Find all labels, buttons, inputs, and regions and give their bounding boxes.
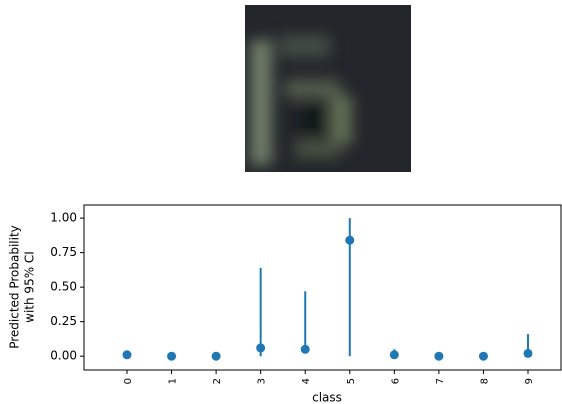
point bbox=[523, 348, 533, 358]
x-tick-label: 2 bbox=[212, 378, 223, 384]
input-image bbox=[245, 5, 411, 172]
y-axis-label-line: with 95% CI bbox=[23, 251, 37, 323]
point bbox=[300, 344, 310, 354]
point bbox=[122, 350, 132, 360]
y-tick-label: 1.00 bbox=[50, 211, 77, 225]
point bbox=[256, 343, 266, 353]
y-tick-label: 0.75 bbox=[50, 245, 77, 259]
y-axis-label-line: Predicted Probability bbox=[8, 225, 22, 349]
y-tick-label: 0.00 bbox=[50, 349, 77, 363]
plot: 0.00 0.25 0.50 0.75 1.00 0 1 2 3 4 5 6 7 8 9 bbox=[50, 204, 562, 384]
point bbox=[434, 351, 444, 361]
x-tick-label: 7 bbox=[435, 378, 446, 384]
axes-frame bbox=[83, 204, 562, 371]
y-axis-label: Predicted Probability with 95% CI bbox=[8, 225, 37, 349]
y-tick-label: 0.25 bbox=[50, 314, 77, 328]
x-tick-label: 4 bbox=[301, 378, 312, 384]
point bbox=[167, 351, 177, 361]
x-tick-label: 1 bbox=[168, 378, 179, 384]
point bbox=[345, 235, 355, 245]
x-tick-label: 0 bbox=[123, 378, 134, 384]
x-tick-label: 8 bbox=[479, 378, 490, 384]
x-tick-label: 3 bbox=[257, 378, 268, 384]
point bbox=[389, 350, 399, 360]
y-tick-label: 0.50 bbox=[50, 280, 77, 294]
point bbox=[211, 351, 221, 361]
x-tick-label: 9 bbox=[524, 378, 535, 384]
point bbox=[478, 351, 488, 361]
x-tick-label: 6 bbox=[390, 378, 401, 384]
x-axis-label: class bbox=[312, 391, 342, 404]
x-tick-label: 5 bbox=[346, 378, 357, 384]
